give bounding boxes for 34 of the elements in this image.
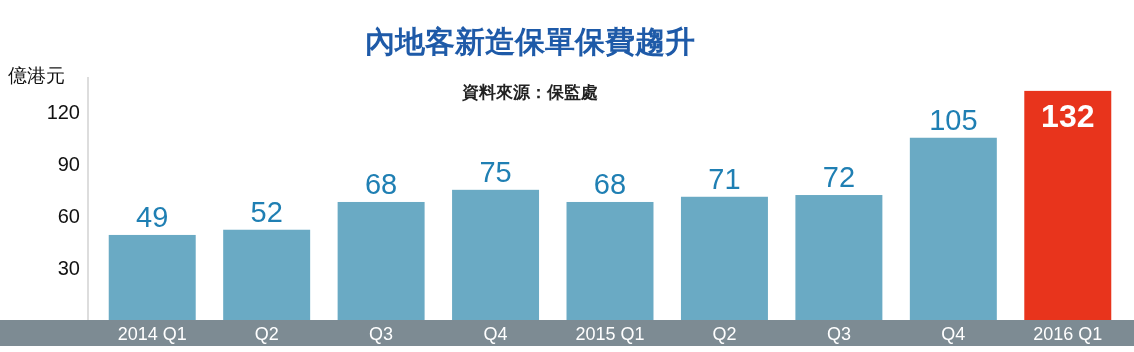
x-tick-label: Q3	[369, 324, 394, 344]
data-label: 71	[708, 162, 741, 195]
bar	[566, 201, 654, 320]
y-tick-label: 120	[46, 100, 80, 123]
bar	[337, 201, 425, 320]
x-tick-label: Q2	[254, 324, 279, 344]
x-tick-label: 2014 Q1	[117, 324, 187, 344]
data-label: 75	[479, 155, 512, 188]
data-label: 72	[822, 161, 856, 194]
data-label: 105	[929, 103, 978, 136]
bar	[909, 137, 997, 320]
y-tick-label: 90	[57, 152, 80, 175]
y-tick-label: 30	[57, 256, 80, 279]
x-tick-label: Q2	[712, 324, 737, 344]
bar	[1024, 90, 1112, 320]
data-label: 132	[1041, 97, 1095, 134]
x-tick-label: Q4	[483, 324, 508, 344]
data-label: 68	[364, 167, 398, 200]
bar	[108, 234, 196, 320]
chart-title: 內地客新造保單保費趨升	[365, 25, 695, 58]
data-label: 68	[593, 167, 627, 200]
bar	[452, 189, 540, 320]
y-tick-label: 60	[57, 204, 80, 227]
x-tick-label: 2015 Q1	[575, 324, 645, 344]
x-tick-label: Q3	[826, 324, 851, 344]
y-axis-title: 億港元	[8, 65, 65, 86]
data-label: 52	[250, 195, 283, 228]
bar	[680, 196, 768, 320]
x-tick-label: 2016 Q1	[1033, 324, 1103, 344]
bar	[795, 195, 883, 320]
bar	[223, 229, 311, 320]
data-label: 49	[136, 200, 169, 233]
chart-subtitle: 資料來源：保監處	[461, 83, 598, 102]
x-tick-label: Q4	[941, 324, 966, 344]
